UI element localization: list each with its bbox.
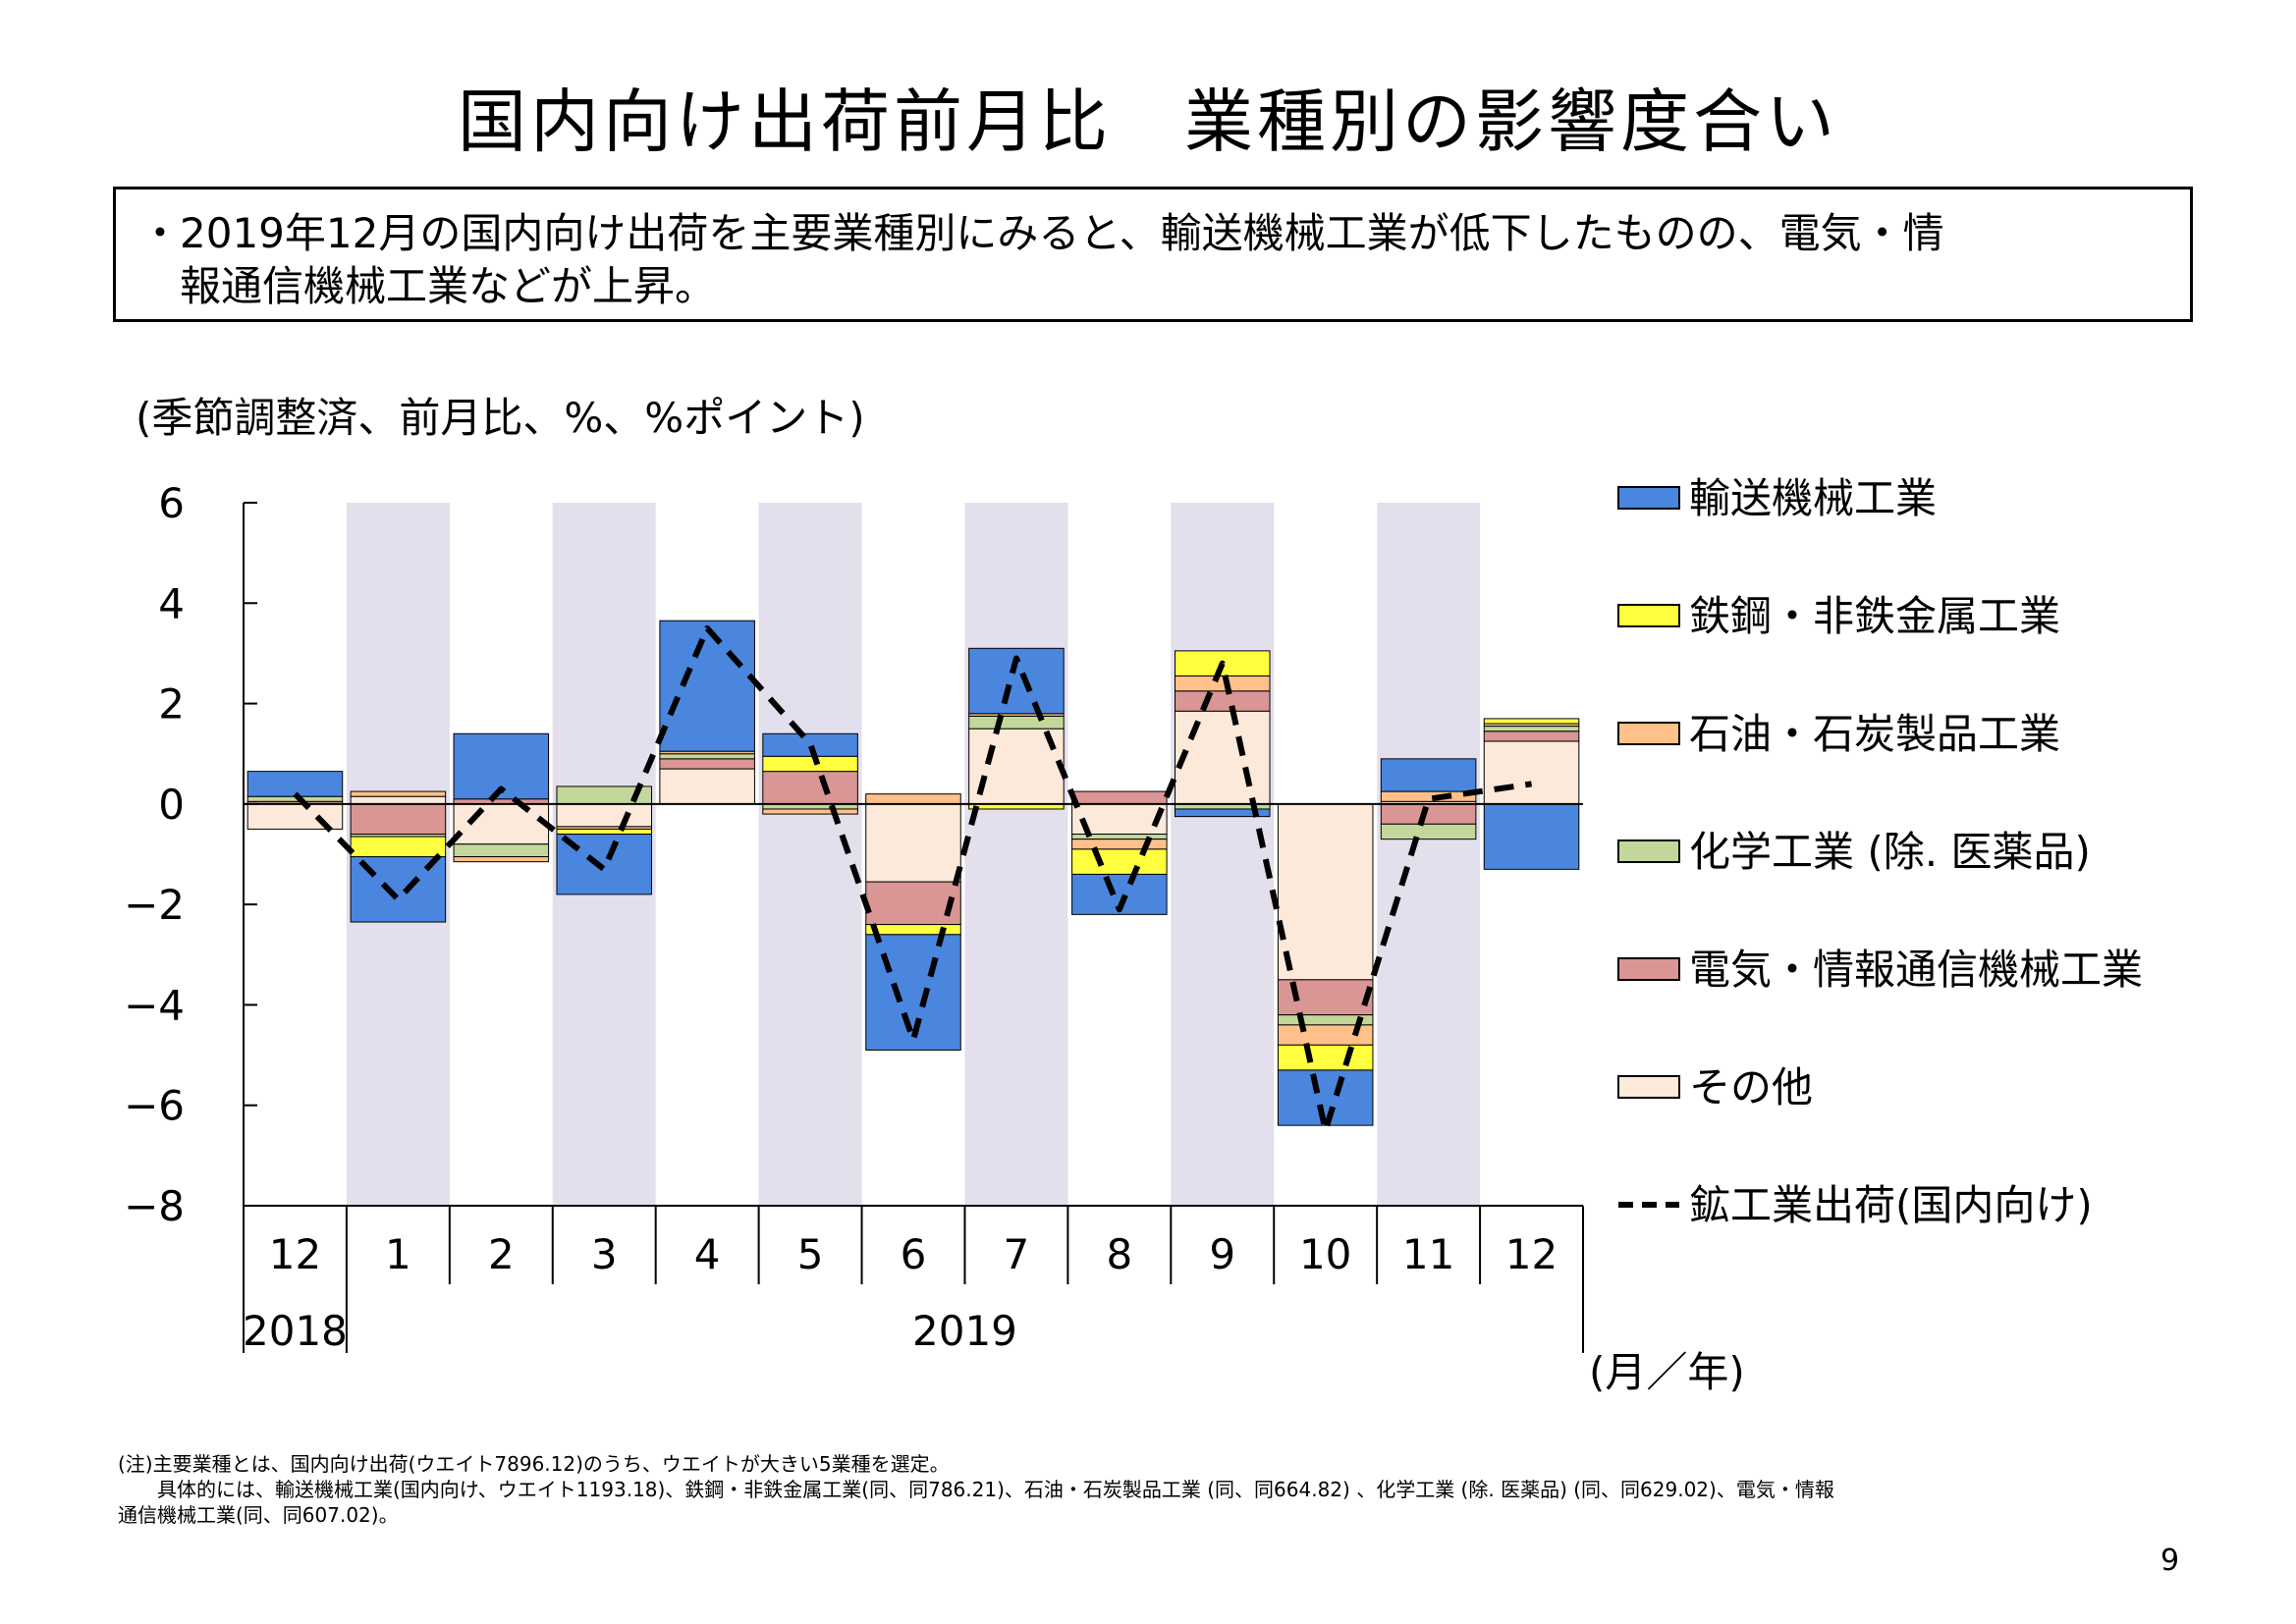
legend-swatch-transport xyxy=(1617,486,1680,510)
x-tick-label-11: 11 xyxy=(1402,1230,1454,1278)
legend-label-electrical: 電気・情報通信機械工業 xyxy=(1689,946,2143,994)
x-tick-label-8: 8 xyxy=(1106,1230,1132,1278)
bar-transport-11 xyxy=(1380,758,1477,792)
bar-transport-10 xyxy=(1277,1069,1374,1126)
bar-other-2 xyxy=(453,803,550,845)
bar-petroleum-11 xyxy=(1380,790,1477,802)
bar-steel-5 xyxy=(762,755,858,773)
bar-steel-12 xyxy=(1483,718,1580,725)
bar-electrical-12 xyxy=(1483,731,1580,742)
chart-unit-label: (季節調整済、前月比、%、%ポイント) xyxy=(136,394,865,442)
x-tick-label-12: 12 xyxy=(1505,1230,1558,1278)
bar-other-1 xyxy=(350,795,447,805)
legend-swatch-chemical xyxy=(1617,839,1680,863)
x-tick-label-3: 3 xyxy=(591,1230,618,1278)
summary-box: ・ 2019年12月の国内向け出荷を主要業種別にみると、輸送機械工業が低下したも… xyxy=(113,187,2193,322)
shaded-column-11 xyxy=(1377,503,1481,1206)
x-tick-label-0: 12 xyxy=(269,1230,321,1278)
legend-label-transport: 輸送機械工業 xyxy=(1689,474,1937,522)
legend-swatch-steel xyxy=(1617,604,1680,627)
bar-electrical-5 xyxy=(762,771,858,805)
footnote-line-1: (注)主要業種とは、国内向け出荷(ウエイト7896.12)のうち、ウエイトが大き… xyxy=(118,1452,950,1476)
legend-label-other: その他 xyxy=(1689,1063,1813,1111)
y-tick-label-6: −6 xyxy=(124,1082,185,1130)
bar-steel-10 xyxy=(1277,1044,1374,1071)
summary-line-2: 報通信機械工業などが上昇。 xyxy=(180,262,717,310)
bar-petroleum-6 xyxy=(865,793,961,805)
legend-label-line: 鉱工業出荷(国内向け) xyxy=(1689,1181,2093,1229)
x-tick-label-7: 7 xyxy=(1004,1230,1030,1278)
x-tick-label-6: 6 xyxy=(901,1230,927,1278)
x-axis-label: (月／年) xyxy=(1589,1348,1745,1396)
bar-steel-1 xyxy=(350,836,447,858)
y-tick-label-4: −2 xyxy=(124,881,185,929)
page-number: 9 xyxy=(2160,1543,2180,1578)
bar-steel-3 xyxy=(556,828,652,836)
x-tick-label-10: 10 xyxy=(1299,1230,1351,1278)
y-tick-label-7: −8 xyxy=(124,1182,185,1230)
bar-transport-7 xyxy=(968,647,1065,715)
x-tick-label-9: 9 xyxy=(1209,1230,1235,1278)
legend-swatch-petroleum xyxy=(1617,722,1680,745)
bar-steel-6 xyxy=(865,924,961,936)
legend-swatch-other xyxy=(1617,1075,1680,1099)
legend-label-petroleum: 石油・石炭製品工業 xyxy=(1689,710,2060,758)
legend-label-steel: 鉄鋼・非鉄金属工業 xyxy=(1689,592,2060,640)
footnote-line-3: 通信機械工業(同、同607.02)。 xyxy=(118,1503,399,1527)
bar-electrical-8 xyxy=(1071,790,1168,805)
bar-petroleum-9 xyxy=(1175,675,1271,692)
shaded-column-9 xyxy=(1171,503,1275,1206)
bar-electrical-4 xyxy=(659,758,755,770)
y-tick-label-1: 4 xyxy=(158,579,185,627)
legend-label-chemical: 化学工業 (除. 医薬品) xyxy=(1689,828,2091,876)
bar-electrical-1 xyxy=(350,803,447,836)
x-tick-label-4: 4 xyxy=(694,1230,721,1278)
y-tick-label-2: 2 xyxy=(158,680,185,729)
bar-transport-4 xyxy=(659,620,755,752)
y-tick-label-0: 6 xyxy=(158,479,185,527)
bar-electrical-6 xyxy=(865,881,961,926)
bar-other-6 xyxy=(865,803,961,883)
bar-transport-9 xyxy=(1175,808,1271,818)
bar-other-9 xyxy=(1175,710,1271,805)
bar-electrical-11 xyxy=(1380,803,1477,825)
bar-steel-8 xyxy=(1071,848,1168,875)
bar-transport-12 xyxy=(1483,803,1580,870)
bar-transport-5 xyxy=(762,732,858,757)
bar-electrical-9 xyxy=(1175,690,1271,712)
legend-swatch-electrical xyxy=(1617,957,1680,981)
page-title: 国内向け出荷前月比 業種別の影響度合い xyxy=(458,81,1838,162)
y-tick-label-5: −4 xyxy=(124,981,185,1029)
bar-chemical-4 xyxy=(659,753,755,760)
x-tick-label-2: 2 xyxy=(488,1230,515,1278)
footnote-line-2: 具体的には、輸送機械工業(国内向け、ウエイト1193.18)、鉄鋼・非鉄金属工業… xyxy=(118,1478,1834,1501)
x-tick-label-5: 5 xyxy=(797,1230,824,1278)
bar-chemical-2 xyxy=(453,843,550,858)
shaded-column-5 xyxy=(758,503,862,1206)
y-tick-label-3: 0 xyxy=(158,781,185,829)
year-label-0: 2018 xyxy=(243,1307,348,1355)
bar-petroleum-1 xyxy=(350,790,447,797)
line-series-shipments xyxy=(293,624,1532,1134)
x-tick-label-1: 1 xyxy=(385,1230,411,1278)
summary-bullet: ・ xyxy=(139,209,182,257)
summary-line-1: 2019年12月の国内向け出荷を主要業種別にみると、輸送機械工業が低下したものの… xyxy=(180,209,1944,257)
bar-transport-0 xyxy=(246,771,344,797)
year-label-1: 2019 xyxy=(912,1307,1017,1355)
bar-other-4 xyxy=(659,768,755,805)
bar-other-10 xyxy=(1277,803,1374,981)
bar-petroleum-2 xyxy=(453,856,550,863)
bar-other-12 xyxy=(1483,740,1580,805)
bar-chemical-12 xyxy=(1483,726,1580,732)
bar-petroleum-5 xyxy=(762,808,858,815)
bar-chemical-7 xyxy=(968,715,1065,730)
bar-chemical-11 xyxy=(1380,823,1477,840)
bar-other-3 xyxy=(556,803,652,828)
footnotes: (注)主要業種とは、国内向け出荷(ウエイト7896.12)のうち、ウエイトが大き… xyxy=(118,1451,2200,1528)
shaded-column-7 xyxy=(964,503,1068,1206)
bar-petroleum-8 xyxy=(1071,839,1168,850)
